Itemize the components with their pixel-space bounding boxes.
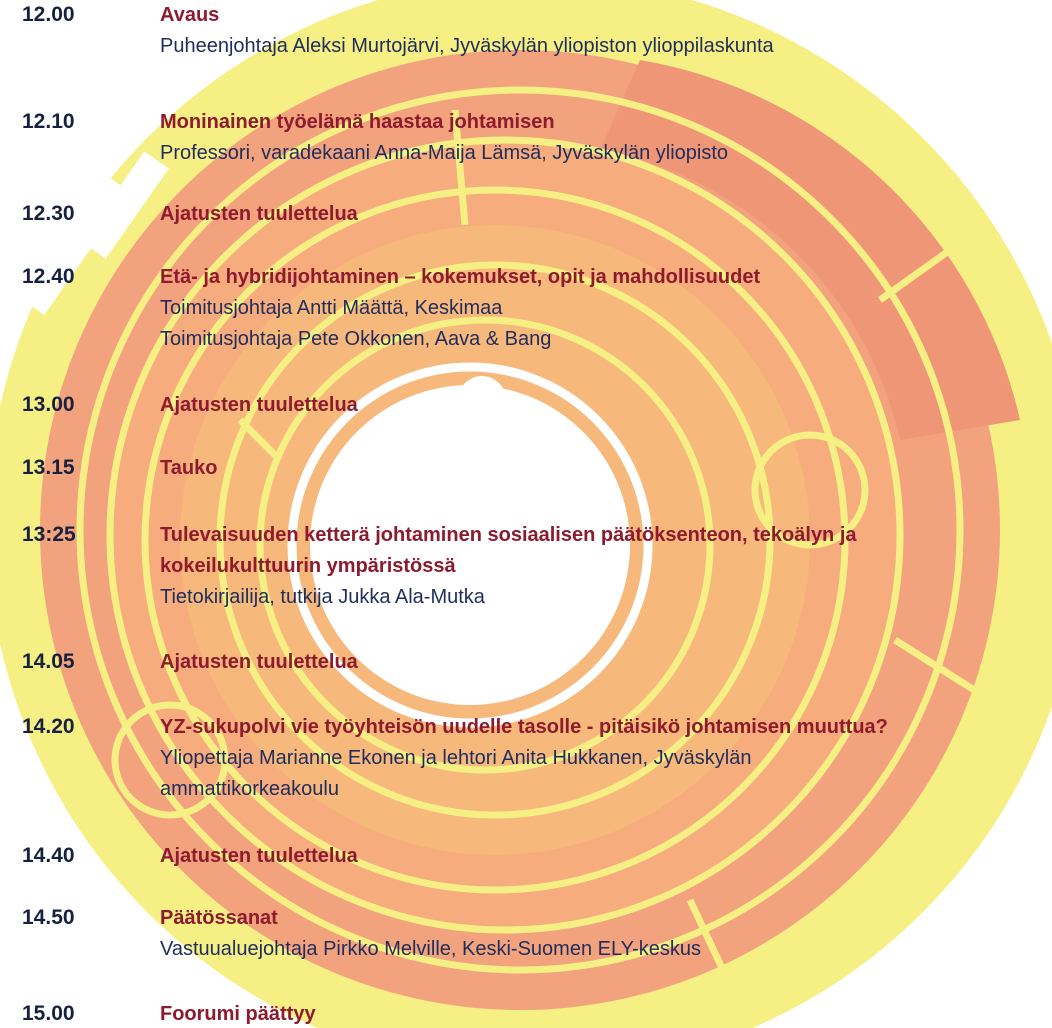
session-title: Ajatusten tuulettelua xyxy=(160,844,358,868)
session-detail: Toimitusjohtaja Pete Okkonen, Aava & Ban… xyxy=(160,327,551,351)
time: 14.40 xyxy=(22,844,75,868)
session-title: Etä- ja hybridijohtaminen – kokemukset, … xyxy=(160,265,760,289)
session-title: YZ-sukupolvi vie työyhteisön uudelle tas… xyxy=(160,715,888,739)
session-title: Ajatusten tuulettelua xyxy=(160,202,358,226)
session-detail: Vastuualuejohtaja Pirkko Melville, Keski… xyxy=(160,937,701,961)
time: 13.15 xyxy=(22,456,75,480)
session-detail: Toimitusjohtaja Antti Määttä, Keskimaa xyxy=(160,296,502,320)
session-title: kokeilukulttuurin ympäristössä xyxy=(160,554,456,578)
time: 12.10 xyxy=(22,110,75,134)
time: 12.30 xyxy=(22,202,75,226)
time: 13.00 xyxy=(22,393,75,417)
session-title: Ajatusten tuulettelua xyxy=(160,650,358,674)
session-detail: Tietokirjailija, tutkija Jukka Ala-Mutka xyxy=(160,585,485,609)
session-detail: Professori, varadekaani Anna-Maija Lämsä… xyxy=(160,141,728,165)
time: 14.20 xyxy=(22,715,75,739)
session-title: Ajatusten tuulettelua xyxy=(160,393,358,417)
session-detail: ammattikorkeakoulu xyxy=(160,777,339,801)
session-title: Tulevaisuuden ketterä johtaminen sosiaal… xyxy=(160,523,857,547)
session-detail: Puheenjohtaja Aleksi Murtojärvi, Jyväsky… xyxy=(160,34,774,58)
time: 12.40 xyxy=(22,265,75,289)
time: 14.50 xyxy=(22,906,75,930)
session-detail: Yliopettaja Marianne Ekonen ja lehtori A… xyxy=(160,746,751,770)
session-title: Moninainen työelämä haastaa johtamisen xyxy=(160,110,555,134)
time: 12.00 xyxy=(22,3,75,27)
time: 13:25 xyxy=(22,523,76,547)
session-title: Avaus xyxy=(160,3,219,27)
page: 12.00 Avaus Puheenjohtaja Aleksi Murtojärv… xyxy=(0,0,1052,1028)
session-title: Tauko xyxy=(160,456,217,480)
time: 14.05 xyxy=(22,650,75,674)
time: 15.00 xyxy=(22,1002,75,1026)
session-title: Päätössanat xyxy=(160,906,278,930)
session-title: Foorumi päättyy xyxy=(160,1002,316,1026)
